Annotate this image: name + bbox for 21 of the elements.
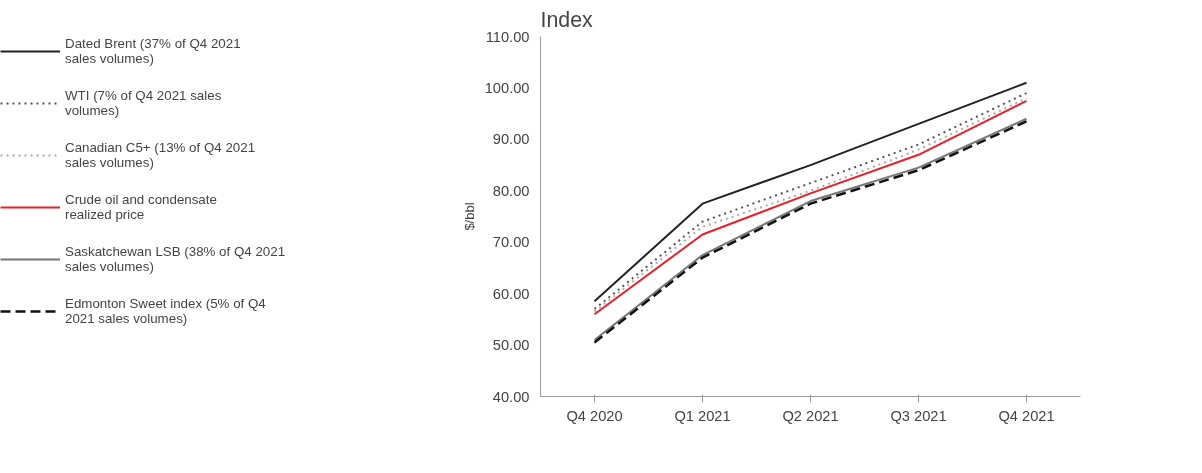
y-tick-label: 40.00: [492, 388, 530, 405]
x-tick-label: Q3 2021: [890, 407, 947, 424]
x-tick-label: Q1 2021: [674, 407, 731, 424]
y-tick-label: 110.00: [485, 28, 530, 45]
y-tick-label: 50.00: [492, 337, 530, 354]
x-tick-label: Q4 2021: [998, 407, 1055, 424]
legend-label: Dated Brent (37% of Q4 2021 sales volumes): [65, 36, 241, 66]
y-tick-label: 70.00: [492, 234, 530, 251]
legend-label: Canadian C5+ (13% of Q4 2021 sales volumes): [65, 140, 256, 170]
legend-label: Crude oil and condensate realized price: [65, 192, 217, 222]
y-tick-label: 100.00: [484, 79, 530, 96]
y-tick-label: 90.00: [492, 131, 530, 148]
legend-label: Saskatchewan LSB (38% of Q4 2021 sales volumes): [65, 244, 286, 274]
legend-label: WTI (7% of Q4 2021 sales volumes): [65, 88, 222, 118]
legend-label: Edmonton Sweet index (5% of Q4 2021 sales volumes): [65, 296, 266, 326]
chart-title: Index: [540, 7, 594, 32]
y-tick-label: 60.00: [492, 285, 530, 302]
x-tick-label: Q4 2020: [566, 407, 623, 424]
y-tick-label: 80.00: [492, 182, 530, 199]
y-axis-title: $/bbl: [461, 202, 477, 231]
x-tick-label: Q2 2021: [782, 407, 839, 424]
